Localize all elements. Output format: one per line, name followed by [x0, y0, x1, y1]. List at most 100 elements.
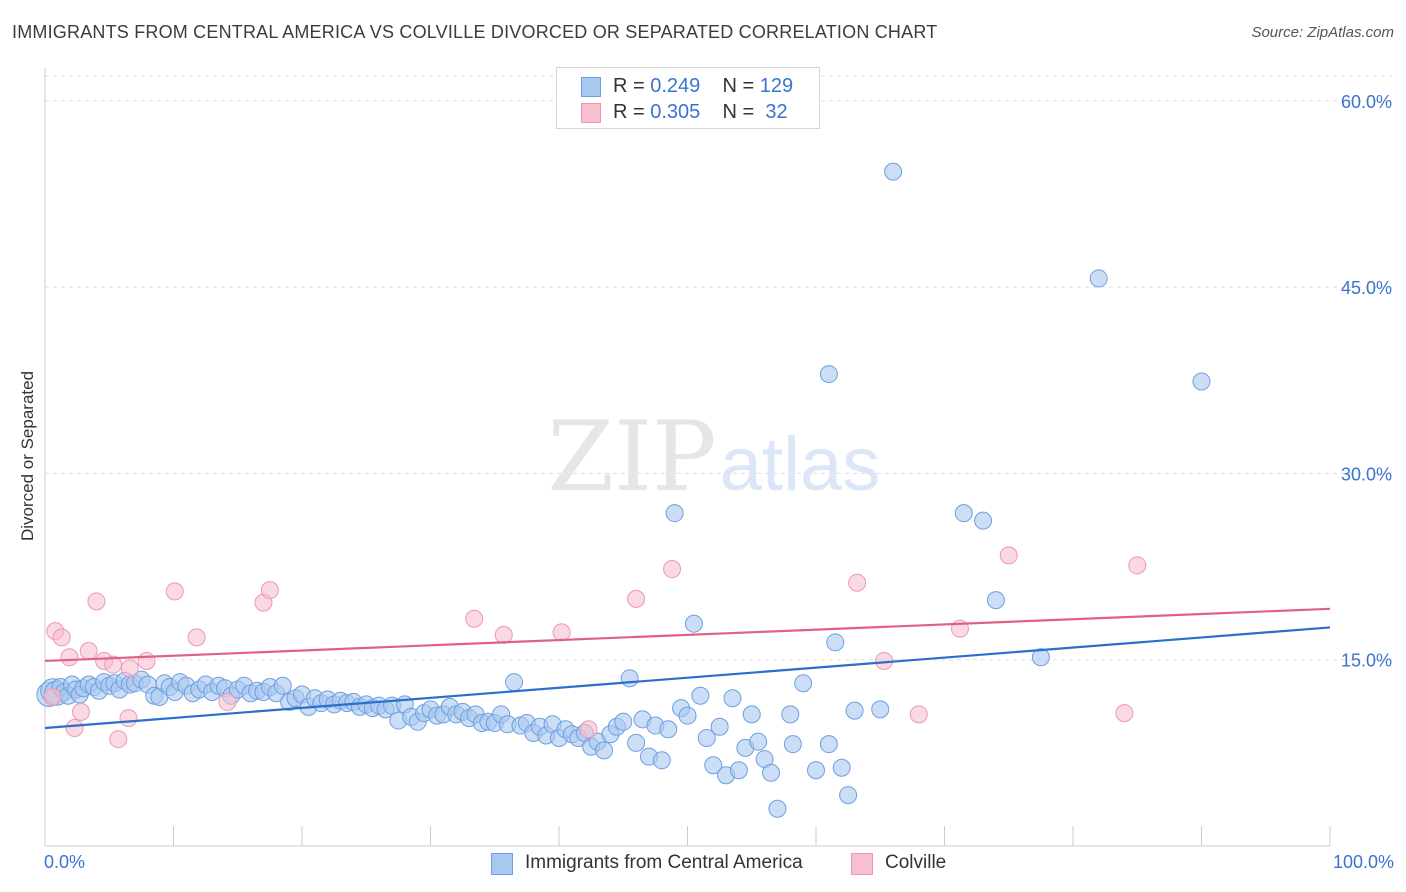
point-central-america — [794, 674, 813, 693]
trend-line-central-america — [44, 626, 1331, 730]
point-central-america — [723, 689, 742, 708]
point-central-america — [884, 162, 903, 181]
y-tick-labels: 15.0% 30.0% 45.0% 60.0% — [1341, 92, 1392, 671]
legend-r-label: R = — [613, 75, 651, 97]
point-colville — [165, 582, 184, 601]
point-colville — [119, 709, 138, 728]
point-colville — [999, 546, 1018, 565]
point-central-america — [620, 669, 639, 688]
point-colville — [104, 655, 123, 674]
point-colville — [87, 592, 106, 611]
point-colville — [109, 730, 128, 749]
point-colville — [79, 642, 98, 661]
point-central-america — [871, 700, 890, 719]
legend-n-label: N = — [722, 101, 760, 123]
legend-swatch-pink — [581, 103, 601, 123]
chart-title: IMMIGRANTS FROM CENTRAL AMERICA VS COLVI… — [12, 22, 938, 42]
point-central-america — [652, 751, 671, 770]
point-colville — [579, 720, 598, 739]
point-central-america — [826, 633, 845, 652]
y-tick-label: 45.0% — [1341, 278, 1392, 298]
point-colville — [494, 625, 513, 644]
point-colville — [663, 560, 682, 579]
point-colville — [120, 659, 139, 678]
point-central-america — [710, 717, 729, 736]
point-central-america — [845, 701, 864, 720]
point-central-america — [1031, 648, 1050, 667]
points-layer — [36, 162, 1211, 818]
point-central-america — [691, 686, 710, 705]
point-colville — [60, 648, 79, 667]
point-central-america — [505, 673, 524, 692]
point-central-america — [954, 504, 973, 523]
point-central-america — [768, 799, 787, 818]
point-colville — [909, 705, 928, 724]
point-central-america — [974, 511, 993, 530]
point-central-america — [1192, 372, 1211, 391]
legend-label: Colville — [885, 852, 947, 873]
grid-layer — [45, 75, 1392, 661]
legend-r-value: 0.305 — [650, 101, 701, 123]
source-label: Source: ZipAtlas.com — [1251, 24, 1394, 41]
point-central-america — [704, 756, 723, 775]
point-colville — [52, 628, 71, 647]
legend-swatch-blue — [491, 853, 513, 875]
x-tick-label-min: 0.0% — [44, 852, 86, 872]
legend-n-value: 32 — [759, 101, 788, 123]
point-colville — [65, 719, 84, 738]
x-tick-label-max: 100.0% — [1332, 852, 1394, 872]
y-tick-label: 15.0% — [1341, 651, 1392, 671]
legend-r-label: R = — [613, 101, 651, 123]
point-central-america — [627, 733, 646, 752]
legend-swatch-blue — [581, 77, 601, 97]
point-central-america — [594, 741, 613, 760]
point-central-america — [783, 735, 802, 754]
point-central-america — [986, 591, 1005, 610]
point-central-america — [839, 786, 858, 805]
stats-legend: R = 0.249 N = 129 R = 0.305 N = 32 — [556, 67, 820, 129]
point-central-america — [832, 758, 851, 777]
point-colville — [71, 702, 90, 721]
point-central-america — [819, 365, 838, 384]
point-colville — [1128, 556, 1147, 575]
axis-layer — [44, 68, 1331, 847]
point-colville — [848, 573, 867, 592]
watermark: ZIP atlas — [547, 401, 880, 513]
point-central-america — [665, 504, 684, 523]
trend-layer — [44, 607, 1331, 730]
point-central-america — [273, 676, 292, 695]
legend-r-value: 0.249 — [650, 75, 701, 97]
watermark-zip: ZIP — [547, 401, 716, 513]
point-colville — [552, 623, 571, 642]
legend-n-label: N = — [722, 75, 760, 97]
point-colville — [218, 692, 237, 711]
point-colville — [1115, 704, 1134, 723]
legend-swatch-pink — [851, 853, 873, 875]
point-colville — [43, 687, 62, 706]
point-central-america — [762, 763, 781, 782]
point-central-america — [819, 735, 838, 754]
point-central-america — [1089, 269, 1108, 288]
y-tick-label: 30.0% — [1341, 464, 1392, 484]
point-colville — [260, 581, 279, 600]
point-central-america — [749, 732, 768, 751]
point-colville — [465, 609, 484, 628]
point-central-america — [659, 720, 678, 739]
point-central-america — [729, 761, 748, 780]
point-central-america — [684, 614, 703, 633]
legend-label: Immigrants from Central America — [525, 852, 803, 873]
point-colville — [627, 589, 646, 608]
point-central-america — [678, 706, 697, 725]
y-tick-label: 60.0% — [1341, 92, 1392, 112]
trend-line-colville — [44, 607, 1331, 663]
point-central-america — [742, 705, 761, 724]
watermark-atlas: atlas — [720, 422, 881, 507]
point-colville — [137, 651, 156, 670]
legend-n-value: 129 — [759, 75, 794, 97]
point-central-america — [697, 728, 716, 747]
point-central-america — [614, 712, 633, 731]
point-central-america — [807, 761, 825, 780]
point-colville — [187, 628, 206, 647]
point-central-america — [781, 705, 800, 724]
